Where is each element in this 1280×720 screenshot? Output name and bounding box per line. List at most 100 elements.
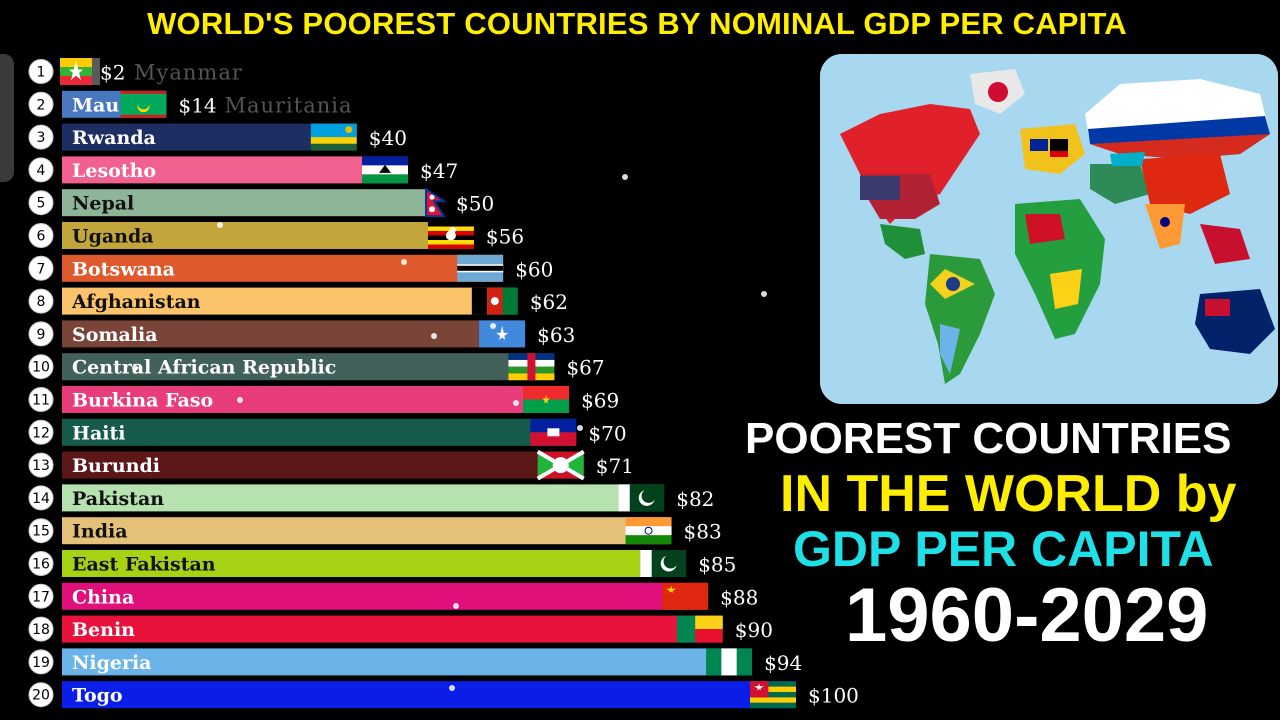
rank-badge	[28, 157, 54, 183]
bar-value-label: $56	[486, 225, 524, 249]
lesotho-flag-icon	[362, 156, 409, 184]
bar-row: 14 Pakistan $82	[28, 484, 714, 512]
bar-value-label: $63	[537, 323, 575, 347]
rank-label: 12	[32, 425, 50, 441]
bar	[62, 254, 502, 282]
bar	[62, 386, 568, 413]
rank-badge	[28, 616, 54, 642]
bar	[62, 222, 472, 249]
bar-value-label: $67	[566, 356, 604, 380]
somalia-flag-icon	[479, 320, 526, 348]
rank-label: 4	[37, 163, 46, 179]
uganda-flag-icon	[427, 222, 474, 249]
india-flag-icon	[625, 517, 672, 545]
snow-particle	[622, 174, 628, 180]
rank-label: 1	[37, 65, 46, 81]
bar-value-label: $14	[178, 93, 216, 117]
nigeria-flag-icon	[706, 648, 753, 676]
bar-row: 18 Benin $90	[28, 615, 773, 643]
bar	[62, 353, 553, 381]
bar	[62, 681, 794, 709]
botswana-flag-icon	[457, 254, 504, 282]
chart-title: WORLD'S POOREST COUNTRIES BY NOMINAL GDP…	[147, 6, 1127, 41]
rank-label: 7	[37, 261, 46, 277]
bar-value-label: $82	[676, 487, 714, 511]
bar-value-label: $85	[698, 553, 736, 577]
bar-row: 2 Mau $14 Mauritania	[28, 90, 352, 118]
snow-particle	[513, 400, 519, 406]
afghanistan-flag-icon	[471, 287, 518, 315]
rank-label: 2	[37, 97, 46, 113]
car-flag-icon	[508, 353, 555, 381]
snow-particle	[453, 603, 459, 609]
bar-country-label: Afghanistan	[71, 291, 201, 313]
rank-label: 16	[32, 557, 50, 573]
bar-country-label: Central African Republic	[72, 357, 336, 379]
rank-badge	[28, 59, 54, 84]
bar-value-label: $62	[530, 290, 568, 314]
rank-label: 17	[32, 589, 50, 605]
rank-label: 15	[32, 524, 50, 540]
bar-country-label: Nepal	[72, 193, 134, 215]
rank-badge	[28, 485, 54, 511]
burkina-flag-icon	[523, 386, 570, 413]
rank-badge	[28, 321, 54, 347]
bar	[62, 418, 575, 446]
bar	[62, 517, 670, 545]
bar-row: 4 Lesotho $47	[28, 156, 458, 184]
bar-country-label: Botswana	[72, 258, 175, 280]
world-map-image	[820, 54, 1278, 404]
mauritania-flag-icon	[120, 90, 167, 118]
bar	[62, 287, 516, 315]
bar-value-label: $2	[100, 61, 125, 85]
rank-label: 3	[37, 130, 46, 146]
snow-particle	[490, 323, 496, 329]
rank-label: 10	[32, 360, 50, 376]
bar-value-label: $69	[581, 389, 619, 413]
bar-value-label: $94	[764, 651, 802, 675]
rank-badge	[28, 518, 54, 544]
bar-row: 15 India $83	[28, 517, 722, 545]
bar-country-label: China	[72, 586, 134, 608]
rank-badge	[28, 419, 54, 445]
rank-badge	[28, 649, 54, 675]
snow-particle	[401, 259, 407, 265]
bar-ghost-country-label: Mauritania	[224, 93, 352, 117]
rank-label: 19	[32, 655, 50, 671]
bar-country-label: Lesotho	[72, 160, 156, 182]
bar-row: 6 Uganda $56	[28, 222, 524, 249]
bar-row: 3 Rwanda $40	[28, 123, 407, 151]
subtitle-line-1: POOREST COUNTRIES	[745, 414, 1232, 463]
snow-particle	[450, 227, 456, 233]
bar-value-label: $90	[735, 618, 773, 642]
bar	[62, 451, 582, 479]
bar-value-label: $71	[596, 454, 634, 478]
bar-country-label: Haiti	[72, 422, 125, 444]
rank-label: 5	[37, 196, 46, 212]
bar-country-label: Togo	[72, 685, 123, 707]
bar	[62, 156, 407, 184]
bar-country-label: East Fakistan	[72, 554, 216, 576]
rank-badge	[28, 387, 54, 412]
bar-row: 1 $2 Myanmar	[28, 58, 242, 85]
rank-label: 13	[32, 458, 50, 474]
togo-flag-icon	[750, 681, 796, 709]
rank-label: 9	[37, 327, 46, 343]
rank-badge	[28, 354, 54, 380]
bar-value-label: $50	[456, 192, 494, 216]
subtitle-line-3: GDP PER CAPITA	[793, 521, 1214, 577]
rwanda-flag-icon	[310, 123, 357, 151]
rank-label: 6	[37, 229, 46, 245]
bar-value-label: $47	[420, 159, 458, 183]
bar-country-label: Benin	[72, 619, 135, 641]
rank-badge	[28, 255, 54, 281]
bar	[62, 550, 685, 577]
bar	[62, 320, 524, 348]
bar-country-label: Pakistan	[72, 488, 164, 510]
bar-row: 17 China $88	[28, 582, 758, 610]
bar-country-label: Mau	[72, 94, 119, 116]
snow-particle	[577, 425, 583, 431]
bar-value-label: $70	[588, 421, 626, 445]
bar-row: 11 Burkina Faso $69	[28, 386, 619, 413]
